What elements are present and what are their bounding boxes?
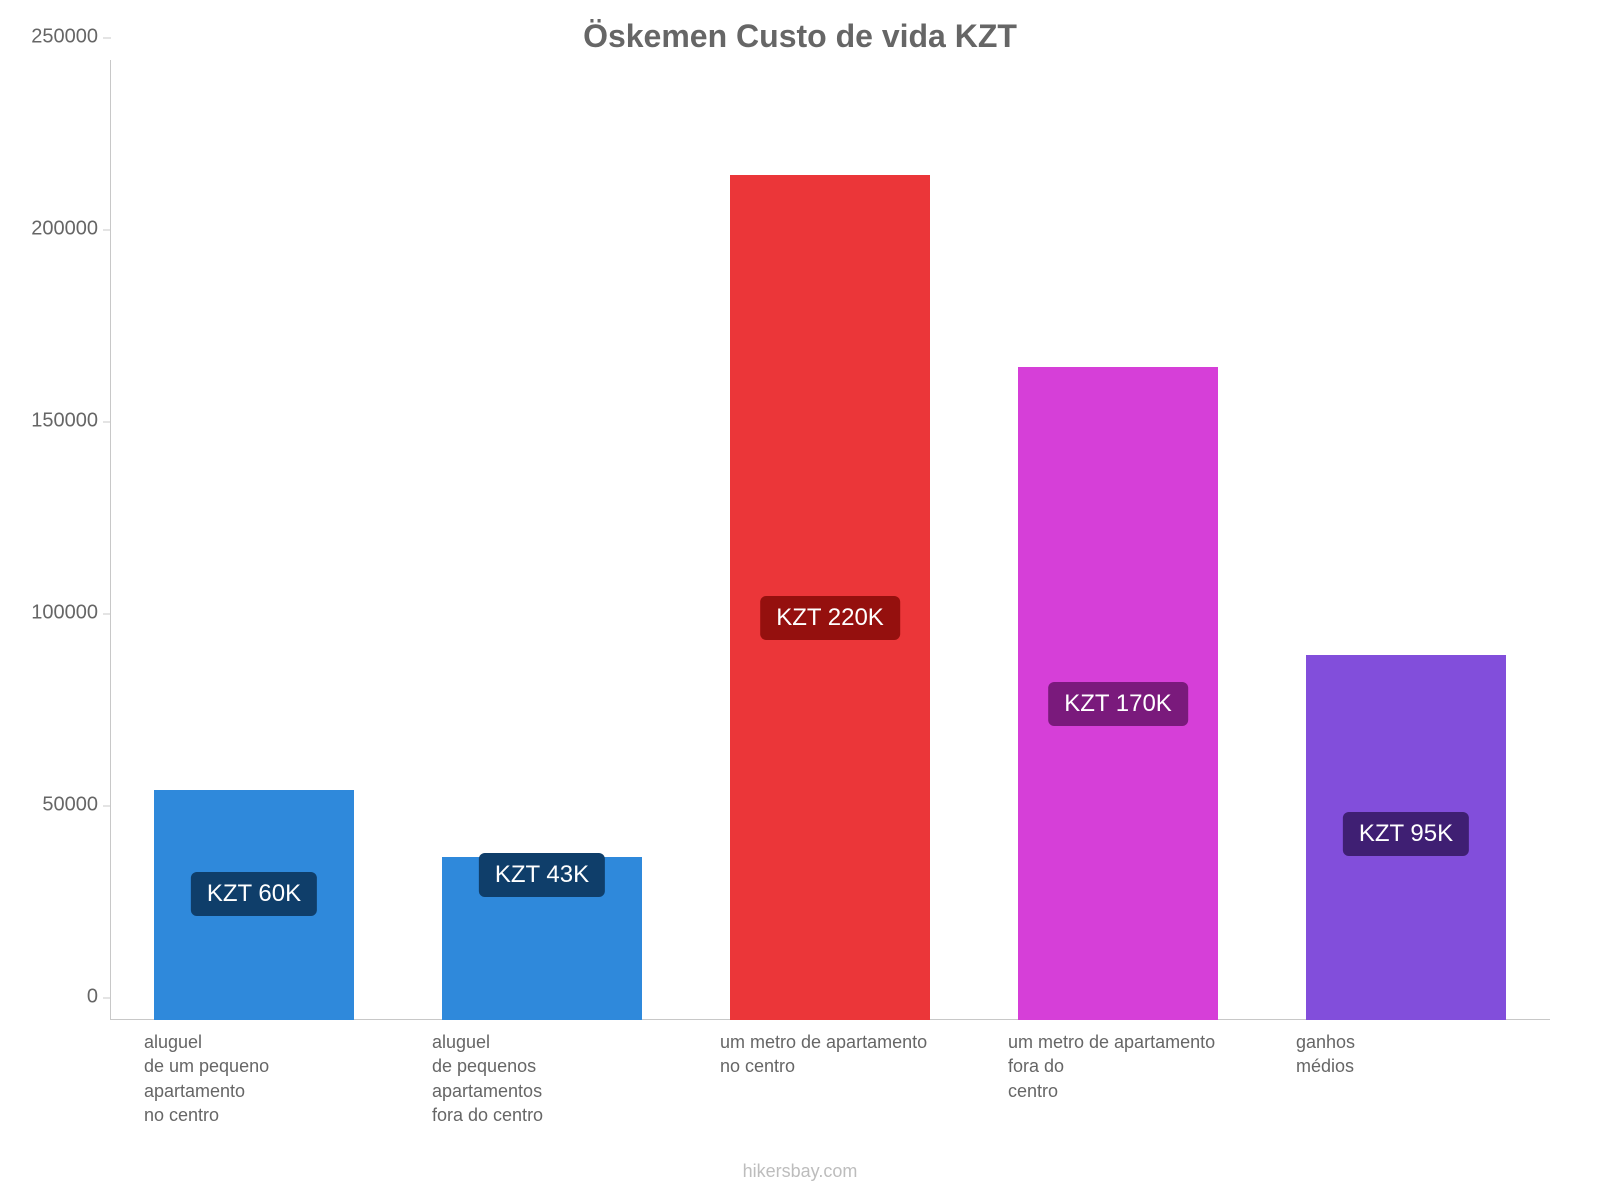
bar-slot: KZT 43K	[412, 60, 672, 1020]
y-tick: 200000	[10, 218, 110, 241]
x-label: aluguel de um pequeno apartamento no cen…	[124, 1030, 384, 1127]
value-badge: KZT 95K	[1343, 812, 1469, 856]
x-label: ganhos médios	[1276, 1030, 1536, 1127]
bar: KZT 220K	[730, 175, 930, 1020]
x-label: um metro de apartamento fora do centro	[988, 1030, 1248, 1127]
bar-slot: KZT 95K	[1276, 60, 1536, 1020]
value-badge: KZT 60K	[191, 872, 317, 916]
bar: KZT 60K	[154, 790, 354, 1020]
value-badge: KZT 43K	[479, 853, 605, 897]
bar: KZT 170K	[1018, 367, 1218, 1020]
bar: KZT 95K	[1306, 655, 1506, 1020]
bar-slot: KZT 60K	[124, 60, 384, 1020]
bars-container: KZT 60K KZT 43K KZT 220K KZT 170K KZT 95K	[110, 60, 1550, 1020]
x-label: aluguel de pequenos apartamentos fora do…	[412, 1030, 672, 1127]
y-tick: 100000	[10, 602, 110, 625]
y-tick: 50000	[10, 794, 110, 817]
attribution: hikersbay.com	[0, 1161, 1600, 1182]
plot-area: 050000100000150000200000250000 KZT 60KKZ…	[110, 60, 1550, 1020]
y-tick: 150000	[10, 410, 110, 433]
bar-slot: KZT 220K	[700, 60, 960, 1020]
y-tick: 0	[10, 986, 110, 1009]
value-badge: KZT 220K	[760, 596, 900, 640]
x-labels: aluguel de um pequeno apartamento no cen…	[110, 1030, 1550, 1127]
cost-of-living-chart: Öskemen Custo de vida KZT 05000010000015…	[0, 0, 1600, 1200]
chart-title: Öskemen Custo de vida KZT	[0, 0, 1600, 55]
bar: KZT 43K	[442, 857, 642, 1020]
x-label: um metro de apartamento no centro	[700, 1030, 960, 1127]
y-tick: 250000	[10, 26, 110, 49]
value-badge: KZT 170K	[1048, 682, 1188, 726]
bar-slot: KZT 170K	[988, 60, 1248, 1020]
